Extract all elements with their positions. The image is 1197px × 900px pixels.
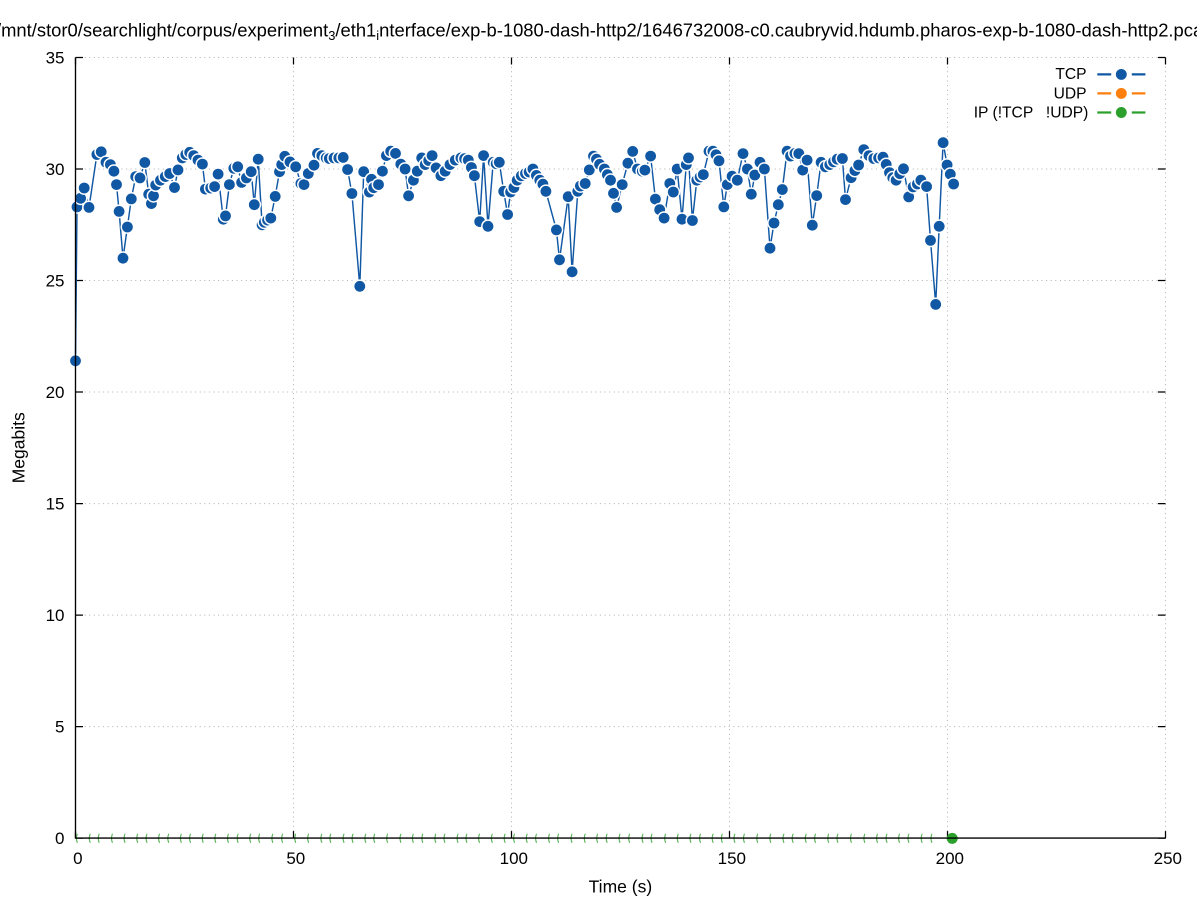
svg-text:30: 30 [46, 160, 65, 179]
svg-text:35: 35 [46, 49, 65, 68]
svg-text:TCP: TCP [1055, 66, 1086, 83]
svg-text:/mnt/stor0/searchlight/corpus/: /mnt/stor0/searchlight/corpus/experiment… [0, 19, 1197, 43]
svg-text:UDP: UDP [1054, 85, 1087, 102]
svg-text:IP (!TCP !UDP): IP (!TCP !UDP) [974, 105, 1089, 122]
svg-text:5: 5 [55, 718, 64, 737]
svg-text:Megabits: Megabits [9, 412, 29, 483]
svg-text:0: 0 [73, 849, 82, 868]
svg-text:50: 50 [286, 849, 305, 868]
svg-text:200: 200 [936, 849, 964, 868]
svg-text:Time (s): Time (s) [589, 876, 653, 896]
svg-text:250: 250 [1154, 849, 1182, 868]
svg-text:0: 0 [55, 829, 64, 848]
svg-text:10: 10 [46, 606, 65, 625]
svg-text:15: 15 [46, 495, 65, 514]
svg-text:150: 150 [718, 849, 746, 868]
svg-text:25: 25 [46, 272, 65, 291]
svg-text:100: 100 [500, 849, 528, 868]
svg-text:20: 20 [46, 383, 65, 402]
